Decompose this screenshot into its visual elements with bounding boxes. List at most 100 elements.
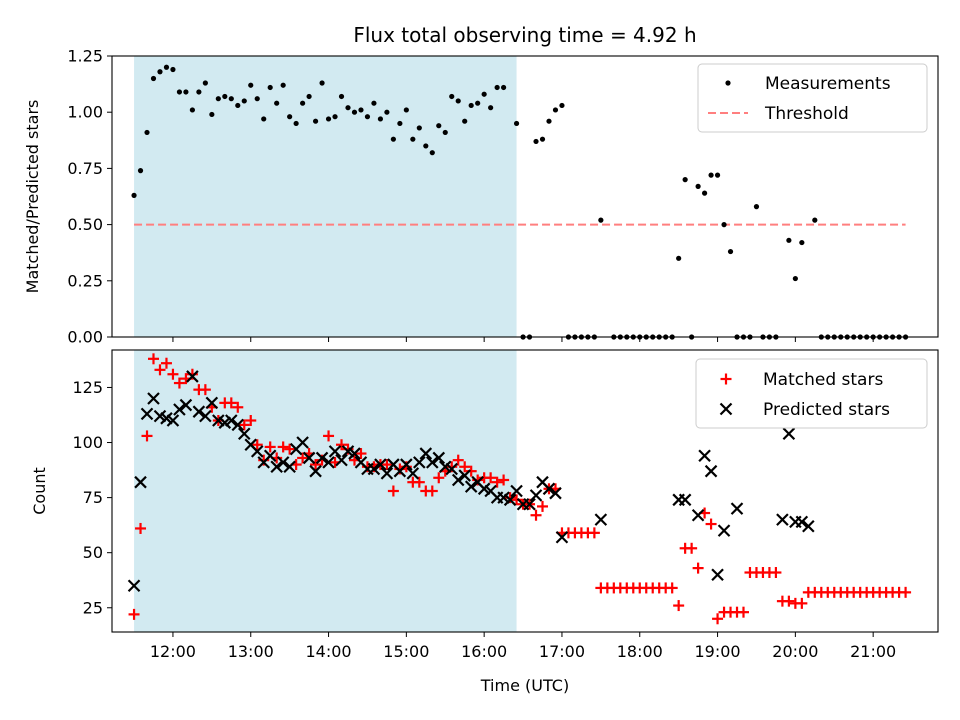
- predicted-star-point: [698, 449, 711, 463]
- matched-star-point: [160, 357, 172, 369]
- predicted-star-point: [328, 445, 342, 458]
- x-stroke-2: [270, 460, 283, 474]
- top-y-axis-label: Matched/Predicted stars: [23, 100, 42, 294]
- x-stroke-2: [354, 456, 368, 469]
- measurement-points: [131, 64, 909, 340]
- predicted-star-point: [173, 403, 186, 416]
- x-stroke-2: [711, 568, 724, 581]
- matched-star-point: [433, 472, 445, 484]
- matched-star-point: [128, 608, 140, 620]
- y-tick-label: 0.75: [67, 159, 103, 178]
- matched-star-point: [199, 384, 211, 396]
- x-stroke-2: [283, 460, 296, 474]
- x-stroke-2: [263, 449, 277, 463]
- measurement-point: [170, 66, 176, 73]
- measurement-point: [462, 118, 468, 124]
- top-legend: Measurements Threshold: [697, 63, 928, 133]
- matched-star-point: [705, 518, 717, 530]
- x-tick-label: 13:00: [228, 642, 274, 661]
- measurement-point: [533, 138, 539, 145]
- measurement-point: [196, 89, 202, 95]
- x-stroke-2: [445, 462, 459, 476]
- matched-star-point: [381, 459, 393, 471]
- y-tick-label: 50: [83, 543, 103, 562]
- predicted-star-point: [451, 473, 465, 487]
- predicted-star-point: [315, 451, 329, 465]
- predicted-star-point: [704, 464, 718, 478]
- x-stroke-2: [192, 405, 206, 418]
- predicted-star-point: [782, 427, 796, 440]
- matched-star-point: [459, 461, 471, 473]
- measurement-point: [423, 143, 429, 149]
- x-stroke-2: [523, 497, 536, 511]
- measurement-point: [183, 89, 189, 95]
- measurement-point: [300, 100, 306, 106]
- measurement-point: [546, 118, 552, 124]
- measurement-point: [792, 275, 798, 282]
- y-tick-label: 1.25: [67, 47, 103, 66]
- matched-star-point: [277, 441, 289, 453]
- measurement-point: [325, 116, 332, 122]
- predicted-star-point: [529, 489, 543, 502]
- matched-star-point: [167, 368, 179, 380]
- x-stroke-2: [341, 445, 355, 458]
- measurement-point: [682, 177, 688, 183]
- predicted-star-point: [296, 436, 309, 449]
- predicted-star-point: [270, 460, 283, 474]
- measurement-point: [676, 255, 682, 261]
- x-tick-label: 12:00: [150, 642, 196, 661]
- measurement-point: [753, 204, 760, 210]
- x-stroke-2: [432, 451, 446, 465]
- top-legend-box: [697, 63, 928, 133]
- predicted-star-point: [276, 456, 290, 469]
- matched-star-point: [537, 500, 549, 512]
- x-tick-label: 18:00: [617, 642, 663, 661]
- x-stroke-2: [160, 412, 173, 425]
- x-stroke-2: [387, 458, 400, 471]
- x-tick-label: 20:00: [772, 642, 818, 661]
- x-stroke-2: [477, 482, 491, 496]
- bottom-y-axis-label: Count: [30, 467, 49, 515]
- measurement-point: [481, 91, 487, 97]
- bottom-x-ticks: 12:00 13:00 14:00 15:00 16:00 17:00 18:00 19:00…: [150, 632, 896, 661]
- matched-star-point: [426, 485, 438, 497]
- matched-star-point: [686, 542, 698, 554]
- matched-star-point: [588, 527, 600, 539]
- measurement-point: [137, 168, 144, 174]
- x-stroke-2: [225, 414, 238, 427]
- bottom-y-ticks: 25 50 75 100 125: [72, 378, 112, 617]
- x-stroke-2: [140, 407, 154, 421]
- x-tick-label: 17:00: [539, 642, 585, 661]
- x-stroke-2: [691, 508, 705, 522]
- predicted-star-point: [542, 482, 556, 496]
- top-y-ticks: 0.00 0.25 0.50 0.75 1.00 1.25: [67, 47, 112, 347]
- x-stroke-2: [237, 427, 251, 440]
- measurement-point: [215, 96, 221, 102]
- predicted-star-point: [192, 405, 206, 418]
- predicted-star-point: [711, 568, 724, 581]
- predicted-star-point: [231, 418, 245, 432]
- measurement-point: [338, 93, 345, 100]
- measurement-point: [131, 192, 137, 198]
- x-stroke-2: [153, 409, 167, 423]
- matched-star-point: [692, 562, 704, 574]
- x-tick-label: 16:00: [461, 642, 507, 661]
- observing-window-shade: [134, 56, 517, 337]
- measurement-point: [209, 111, 215, 118]
- matched-star-point: [452, 454, 464, 466]
- predicted-stars-points: [127, 370, 815, 593]
- matched-star-point: [310, 459, 322, 471]
- x-stroke-2: [335, 453, 348, 467]
- matched-star-point: [511, 494, 523, 506]
- predicted-star-point: [367, 462, 381, 476]
- x-stroke-2: [698, 449, 711, 463]
- matched-star-point: [666, 582, 678, 594]
- predicted-star-point: [380, 467, 394, 480]
- measurement-point: [390, 136, 396, 142]
- measurement-point: [455, 98, 461, 104]
- matched-star-point: [465, 465, 477, 477]
- measurement-point: [202, 80, 208, 86]
- matched-star-point: [154, 364, 166, 376]
- y-tick-label: 0.25: [67, 271, 103, 290]
